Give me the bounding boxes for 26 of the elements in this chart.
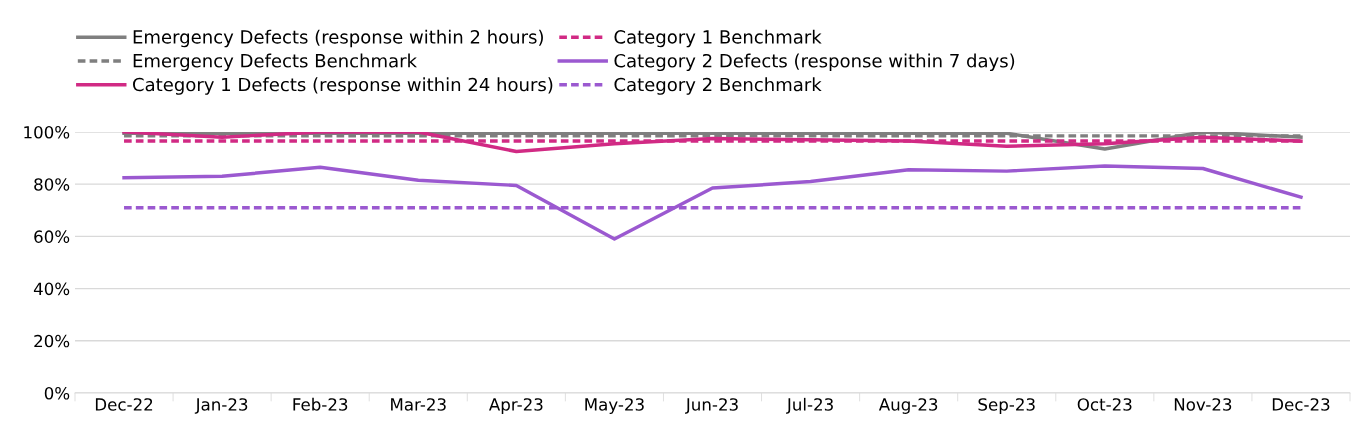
x-tick-label: Sep-23 [978, 398, 1035, 414]
y-tick-label: 60% [34, 230, 70, 243]
legend-label: Emergency Defects (response within 2 hours) [133, 29, 543, 48]
y-tick-label: 20% [34, 334, 70, 348]
legend-label: Category 2 Defects (response within 7 days) [614, 53, 1015, 72]
x-tick-label: Apr-23 [488, 398, 543, 414]
x-tick-label: Aug-23 [878, 398, 938, 414]
x-tick-label: Jun-23 [685, 398, 738, 414]
x-tick-label: Feb-23 [293, 397, 348, 411]
x-tick-label: Jul-23 [786, 397, 833, 414]
legend-label: Category 1 Defects (response within 24 hours) [132, 77, 553, 95]
line-series [122, 164, 1303, 241]
x-tick-label: Mar-23 [391, 398, 446, 411]
x-tick-label: Jan-23 [194, 398, 248, 414]
y-tick-label: 100% [24, 125, 70, 139]
y-tick-label: 40% [33, 282, 70, 296]
x-tick-label: May-23 [585, 398, 644, 414]
x-tick-label: Dec-23 [1272, 398, 1330, 411]
legend-label: Category 2 Benchmark [614, 77, 822, 95]
legend-label: Category 1 Benchmark [614, 29, 822, 48]
x-tick-label: Oct-23 [1077, 398, 1132, 411]
legend-label: Emergency Defects Benchmark [133, 53, 417, 72]
x-tick-label: Nov-23 [1174, 398, 1232, 411]
y-tick-label: 0% [44, 386, 70, 400]
y-tick-label: 80% [34, 178, 70, 191]
x-tick-label: Dec-22 [95, 398, 153, 411]
